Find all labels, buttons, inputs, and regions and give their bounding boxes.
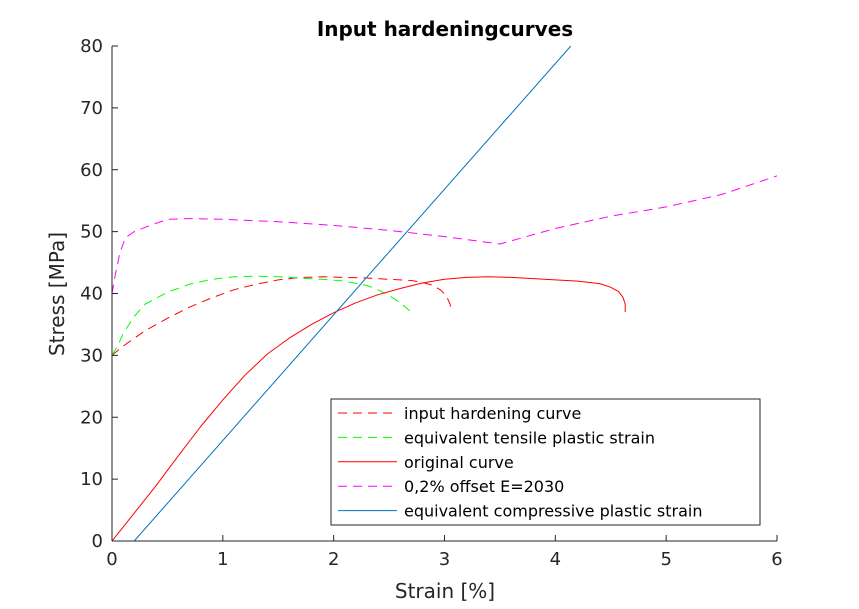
y-tick-label: 70	[80, 98, 103, 119]
y-tick-label: 20	[80, 407, 103, 428]
series-line-4	[112, 175, 777, 294]
x-tick-label: 0	[106, 549, 117, 570]
x-tick-label: 1	[217, 549, 228, 570]
y-tick-label: 40	[80, 284, 103, 305]
series-layer	[112, 46, 777, 541]
legend-label-2: equivalent tensile plastic strain	[404, 428, 655, 447]
series-line-5	[133, 46, 572, 541]
y-tick-label: 30	[80, 345, 103, 366]
legend-label-4: 0,2% offset E=2030	[404, 477, 564, 496]
x-tick-label: 6	[771, 549, 782, 570]
x-tick-label: 5	[660, 549, 671, 570]
y-axis-label: Stress [MPa]	[45, 232, 69, 356]
x-tick-label: 3	[439, 549, 450, 570]
series-line-2	[112, 275, 412, 356]
series-line-1	[112, 276, 452, 356]
series-line-3	[112, 276, 626, 541]
x-tick-label: 4	[550, 549, 561, 570]
x-tick-label: 2	[328, 549, 339, 570]
legend: input hardening curve equivalent tensile …	[330, 398, 761, 526]
y-tick-label: 60	[80, 160, 103, 181]
y-tick-label: 80	[80, 36, 103, 57]
y-tick-label: 0	[92, 531, 103, 552]
y-tick-label: 50	[80, 222, 103, 243]
legend-label-5: equivalent compressive plastic strain	[404, 502, 702, 521]
y-tick-label: 10	[80, 469, 103, 490]
legend-box	[330, 398, 761, 526]
legend-label-3: original curve	[404, 453, 514, 472]
x-axis-label: Strain [%]	[395, 579, 495, 603]
legend-label-1: input hardening curve	[404, 404, 581, 423]
chart-title: Input hardeningcurves	[317, 17, 573, 41]
